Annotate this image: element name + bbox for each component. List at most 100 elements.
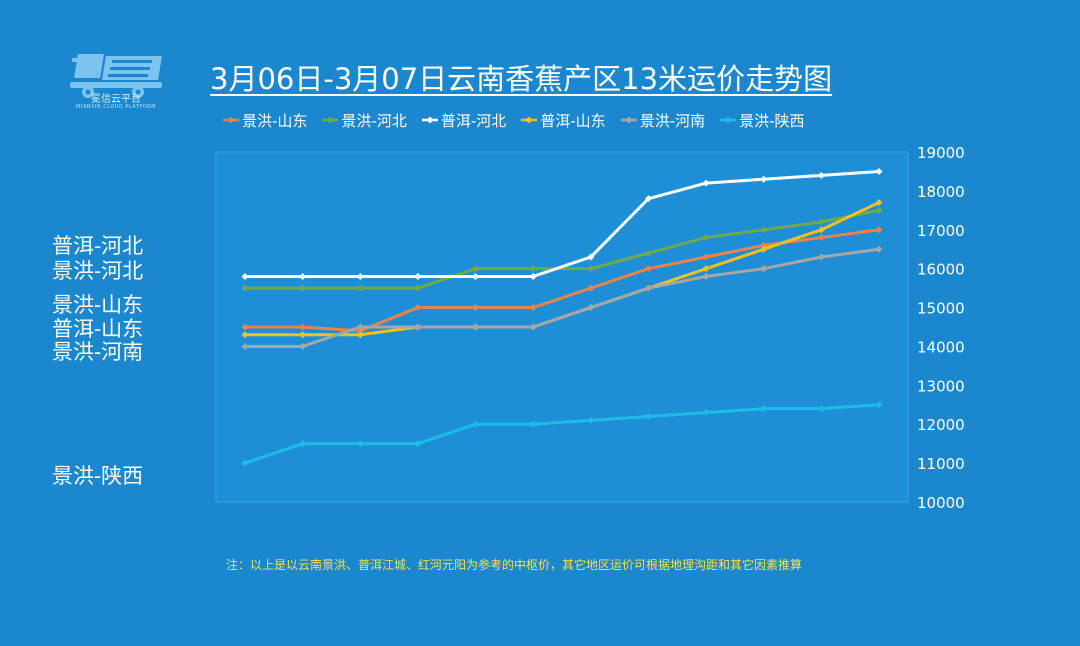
series-line: [245, 169, 880, 278]
series-point: [356, 440, 364, 448]
series-point: [299, 284, 307, 292]
y-tick-label: 15000: [917, 300, 965, 318]
y-tick-label: 16000: [917, 261, 965, 279]
y-tick-label: 13000: [917, 377, 965, 395]
series-point: [587, 304, 595, 312]
series-point: [587, 284, 595, 292]
series-point: [472, 304, 480, 312]
series-point: [356, 323, 364, 331]
series-point: [299, 440, 307, 448]
series-point: [241, 323, 249, 331]
legend-label: 景洪-河南: [639, 111, 706, 130]
series-point: [760, 245, 768, 253]
series-point: [760, 405, 768, 413]
y-tick-label: 17000: [917, 222, 965, 240]
legend-item: 景洪-山东: [222, 110, 307, 131]
side-label-jinghong-shaanxi: 景洪-陕西: [52, 464, 144, 488]
series-point: [817, 171, 825, 179]
legend-item: 普洱-河北: [421, 110, 506, 131]
side-label-jinghong-hebei: 景洪-河北: [52, 259, 144, 283]
legend-swatch: [322, 116, 339, 124]
series-point: [529, 323, 537, 331]
series-point: [529, 420, 537, 428]
series-point: [414, 304, 422, 312]
series-point: [587, 416, 595, 424]
series-point: [875, 226, 883, 234]
series-point: [644, 412, 652, 420]
side-label-puer-hebei: 普洱-河北: [52, 234, 144, 258]
series-line: [244, 403, 880, 465]
series-point: [817, 218, 825, 226]
legend-label: 景洪-陕西: [739, 111, 805, 130]
series-point: [472, 420, 480, 428]
series-point: [414, 272, 422, 280]
legend-label: 景洪-山东: [242, 111, 308, 130]
series-point: [875, 245, 883, 253]
series-point: [817, 253, 825, 261]
series-point: [356, 272, 364, 280]
series-point: [299, 272, 307, 280]
legend-label: 普洱-河北: [440, 111, 507, 130]
logo-subcaption: MIANXIN CLOUD PLATFORM: [76, 104, 156, 110]
series-point: [472, 272, 480, 280]
series-point: [875, 199, 883, 207]
series-point: [875, 401, 883, 409]
series-point: [760, 175, 768, 183]
series-point: [875, 206, 883, 214]
y-tick-label: 14000: [917, 338, 965, 356]
series-point: [702, 253, 710, 261]
legend-swatch: [421, 116, 438, 124]
series-point: [241, 272, 249, 280]
series-point: [644, 284, 652, 292]
series-point: [299, 323, 307, 331]
series-point: [241, 342, 249, 350]
series-point: [817, 226, 825, 234]
side-label-puer-shandong: 普洱-山东: [52, 317, 144, 341]
series-point: [529, 272, 537, 280]
series-point: [587, 253, 595, 261]
series-point: [760, 265, 768, 273]
truck-logo-icon: [70, 54, 162, 98]
legend-item: 普洱-山东: [520, 110, 606, 131]
series-point: [644, 195, 652, 203]
legend-item: 景洪-河北: [321, 110, 407, 131]
series-point: [472, 265, 480, 273]
series-point: [529, 265, 537, 273]
series-point: [241, 459, 249, 467]
series-point: [702, 234, 710, 242]
y-tick-label: 10000: [917, 494, 965, 512]
legend-label: 景洪-河北: [341, 111, 407, 130]
series-point: [702, 409, 710, 417]
footnote: 注：以上是以云南景洪、普洱江城、红河元阳为参考的中枢价，其它地区运价可根据地理沟…: [226, 558, 803, 572]
y-tick-label: 18000: [917, 183, 965, 201]
series-point: [875, 167, 883, 175]
series-line: [245, 208, 880, 290]
series-point: [529, 304, 537, 312]
series-point: [241, 331, 249, 339]
series-point: [356, 331, 364, 339]
chart-title: 3月06日-3月07日云南香蕉产区13米运价走势图: [210, 62, 833, 96]
series-point: [817, 234, 825, 242]
legend-swatch: [720, 116, 737, 124]
series-point: [817, 405, 825, 413]
series-point: [414, 440, 422, 448]
y-tick-label: 11000: [917, 455, 965, 473]
series-point: [299, 331, 307, 339]
series-point: [702, 272, 710, 280]
series-point: [472, 323, 480, 331]
legend-swatch: [620, 116, 637, 124]
series-point: [702, 265, 710, 273]
series-point: [702, 179, 710, 187]
series-point: [299, 342, 307, 350]
chart-legend: 景洪-山东 景洪-河北 普洱-河北 普洱-山东 景洪-河南 景洪-陕西: [222, 109, 805, 131]
side-label-jinghong-henan: 景洪-河南: [52, 340, 144, 364]
series-point: [414, 284, 422, 292]
series-point: [241, 284, 249, 292]
series-point: [356, 284, 364, 292]
legend-swatch: [521, 116, 538, 124]
y-tick-label: 19000: [917, 144, 965, 162]
legend-item: 景洪-陕西: [719, 110, 805, 131]
series-point: [760, 226, 768, 234]
